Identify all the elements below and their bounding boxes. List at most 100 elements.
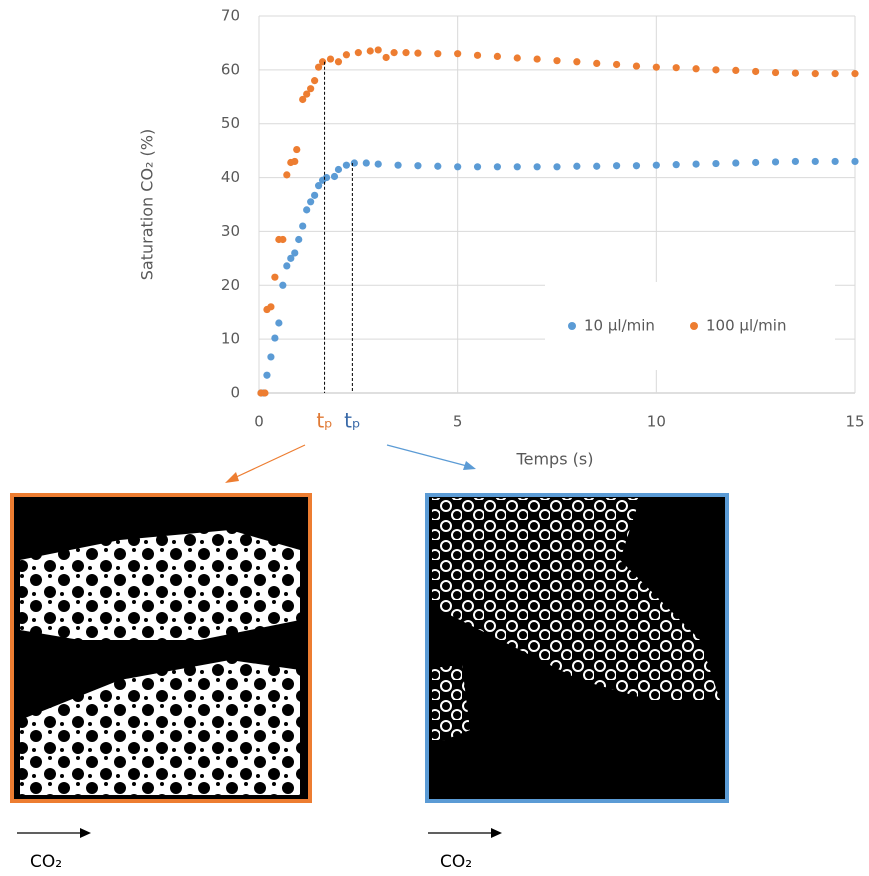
data-point: [279, 235, 287, 244]
arrow-head: [463, 461, 476, 470]
data-point: [851, 70, 859, 78]
data-point: [311, 191, 319, 199]
data-point: [672, 161, 680, 169]
data-point: [473, 51, 482, 59]
data-point: [791, 69, 800, 77]
legend-label: 10 µl/min: [584, 317, 655, 335]
data-point: [307, 198, 315, 206]
data-point: [672, 64, 680, 72]
data-point: [593, 59, 601, 67]
data-point: [771, 158, 780, 166]
data-point: [261, 389, 269, 397]
data-point: [394, 161, 402, 169]
legend-label: 100 µl/min: [706, 317, 786, 335]
data-point: [402, 49, 410, 57]
pointer-arrow: [231, 444, 306, 480]
legend-marker: [568, 322, 576, 330]
data-point: [283, 262, 291, 270]
data-point: [473, 163, 482, 171]
data-point: [811, 157, 819, 166]
data-point: [382, 53, 390, 62]
data-point: [271, 273, 279, 281]
data-point: [291, 249, 299, 257]
y-tick-label: 70: [221, 7, 240, 25]
y-tick-label: 10: [221, 330, 240, 348]
data-point: [315, 182, 323, 190]
data-point: [414, 49, 422, 57]
data-point: [434, 162, 442, 170]
data-point: [283, 171, 291, 179]
data-point: [374, 160, 382, 168]
data-point: [315, 63, 323, 71]
chart: 0 10 20 30 40 50 60 70 0 5 10 15 Temps (s) Saturation…: [138, 7, 865, 469]
data-point: [652, 63, 660, 71]
legend-marker: [690, 322, 698, 330]
data-point: [299, 95, 307, 104]
data-point: [454, 50, 462, 58]
data-point: [712, 159, 720, 168]
data-point: [752, 158, 760, 167]
data-point: [692, 160, 700, 168]
x-tick-label: 10: [647, 413, 666, 431]
data-point: [303, 90, 311, 98]
data-point: [390, 49, 398, 57]
y-tick-label: 50: [221, 114, 240, 132]
data-point: [632, 162, 641, 170]
data-point: [513, 163, 521, 171]
data-point: [374, 46, 382, 54]
data-point: [326, 55, 335, 63]
data-point: [434, 50, 442, 58]
arrow-head: [491, 828, 502, 838]
x-tick-label: 0: [254, 413, 264, 431]
y-tick-label: 60: [221, 60, 240, 78]
pointer-arrow: [386, 444, 468, 467]
data-point: [322, 173, 331, 182]
image-panel: [425, 493, 729, 803]
y-tick-label: 20: [221, 276, 240, 294]
data-point: [267, 353, 275, 361]
data-point: [275, 319, 283, 327]
data-point: [771, 68, 780, 77]
data-point: [791, 157, 800, 166]
data-point: [454, 163, 462, 171]
data-point: [593, 162, 601, 170]
data-point: [831, 70, 839, 78]
image-panel: [10, 493, 312, 803]
data-point: [414, 162, 422, 170]
data-point: [613, 60, 621, 69]
arrow-head: [225, 472, 239, 483]
data-point: [311, 77, 319, 85]
x-axis-label: Temps (s): [516, 450, 594, 469]
x-tick-label: 5: [453, 413, 463, 431]
data-point: [291, 157, 299, 166]
data-point: [652, 161, 660, 169]
data-point: [334, 165, 343, 174]
data-point: [350, 159, 358, 167]
y-tick-label: 40: [221, 168, 240, 186]
y-tick-label: 0: [230, 384, 240, 402]
panel-label: CO₂: [440, 852, 472, 872]
data-point: [513, 54, 521, 62]
data-point: [299, 222, 307, 230]
arrow-head: [80, 828, 91, 838]
data-point: [303, 206, 311, 214]
data-point: [271, 334, 279, 342]
data-point: [362, 159, 370, 167]
data-point: [287, 254, 295, 262]
data-point: [712, 66, 720, 74]
data-point: [263, 371, 271, 379]
data-point: [831, 157, 839, 166]
data-point: [342, 161, 351, 169]
data-point: [811, 70, 819, 78]
annotation: tₚ: [344, 409, 360, 433]
data-point: [342, 51, 351, 59]
data-point: [267, 303, 275, 311]
x-tick-label: 15: [845, 413, 864, 431]
data-point: [752, 67, 760, 76]
data-point: [366, 47, 374, 55]
data-point: [573, 58, 581, 66]
data-point: [553, 163, 561, 171]
data-point: [493, 163, 501, 171]
data-point: [732, 159, 740, 167]
